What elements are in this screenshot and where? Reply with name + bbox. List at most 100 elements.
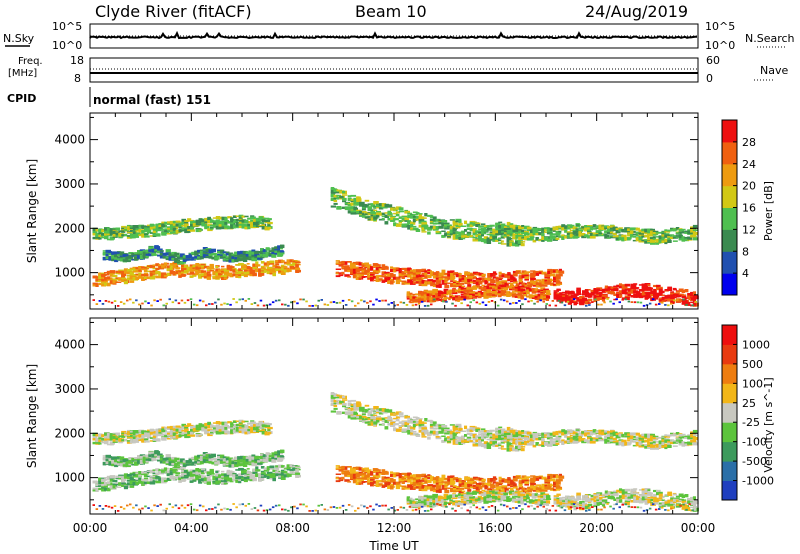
power-echo-cell (553, 279, 557, 283)
power-echo-cell (333, 194, 339, 198)
power-ground-cell (451, 302, 454, 305)
power-echo-cell (367, 272, 372, 275)
velocity-echo-cell (169, 431, 174, 436)
power-echo-cell (447, 282, 452, 284)
power-echo-cell (492, 276, 498, 279)
velocity-echo-cell (283, 467, 289, 470)
power-echo-cell (506, 234, 513, 236)
power-echo-cell (361, 265, 365, 268)
power-echo-cell (534, 295, 541, 298)
power-echo-cell (546, 238, 553, 242)
power-ground-cell (311, 305, 314, 307)
power-echo-cell (225, 258, 231, 261)
power-echo-cell (292, 266, 297, 270)
velocity-echo-cell (155, 480, 161, 484)
velocity-echo-cell (266, 471, 273, 475)
power-ground-cell (205, 304, 208, 307)
nsky-panel: N.Sky 10^5 10^0 10^5 10^0 N.Search (3, 20, 795, 52)
power-echo-cell (421, 268, 427, 272)
power-echo-cell (277, 250, 283, 253)
cpid-text: normal (fast) 151 (93, 93, 211, 107)
power-echo-cell (538, 282, 544, 285)
velocity-echo-cell (252, 468, 257, 473)
power-echo-cell (495, 228, 499, 231)
velocity-echo-cell (132, 439, 138, 442)
power-echo-cell (206, 273, 212, 277)
power-ground-cell (119, 301, 123, 303)
power-echo-cell (211, 248, 216, 252)
power-echo-cell (404, 281, 409, 284)
power-echo-cell (452, 295, 456, 298)
velocity-echo-cell (149, 481, 156, 485)
power-echo-cell (487, 283, 492, 286)
power-echo-cell (528, 288, 533, 291)
power-echo-cell (511, 291, 515, 293)
power-echo-cell (395, 211, 401, 214)
power-echo-cell (547, 268, 553, 272)
velocity-echo-cell (158, 434, 164, 436)
power-echo-cell (681, 295, 687, 298)
power-echo-cell (249, 270, 256, 274)
power-echo-cell (526, 296, 531, 298)
power-echo-cell (624, 288, 628, 291)
power-echo-cell (521, 272, 526, 275)
velocity-echo-cell (292, 471, 297, 475)
velocity-echo-cell (147, 434, 152, 439)
velocity-echo-cell (132, 440, 136, 444)
power-echo-cell (415, 216, 419, 219)
power-echo-cell (151, 249, 157, 254)
power-echo-cell (550, 269, 556, 273)
power-echo-cell (452, 227, 457, 232)
power-echo-cell (161, 275, 167, 279)
power-echo-cell (336, 194, 342, 197)
power-echo-cell (143, 269, 148, 273)
power-echo-cell (510, 278, 515, 282)
power-echo-cell (177, 256, 181, 259)
power-echo-cell (553, 295, 558, 298)
velocity-echo-cell (178, 426, 183, 429)
power-echo-cell (126, 235, 131, 237)
power-echo-cell (633, 287, 639, 290)
velocity-echo-cell (161, 469, 165, 473)
power-echo-cell (426, 298, 431, 301)
power-echo-cell (204, 226, 209, 229)
power-echo-cell (204, 217, 210, 222)
power-echo-cell (509, 230, 515, 233)
power-echo-cell (115, 281, 122, 283)
power-echo-cell (275, 269, 280, 272)
power-echo-cell (361, 262, 367, 265)
velocity-echo-cell (212, 481, 218, 483)
power-echo-cell (616, 295, 621, 298)
power-echo-cell (393, 223, 399, 227)
power-echo-cell (135, 273, 141, 276)
power-echo-cell (201, 222, 206, 225)
power-echo-cell (255, 261, 259, 265)
velocity-echo-cell (172, 429, 178, 432)
power-echo-cell (280, 244, 285, 248)
power-echo-cell (95, 283, 99, 287)
power-echo-cell (195, 271, 199, 276)
power-ground-cell (603, 301, 606, 304)
power-echo-cell (155, 233, 161, 237)
power-echo-cell (515, 242, 519, 245)
power-echo-cell (441, 276, 447, 278)
power-echo-cell (432, 220, 436, 223)
power-ground-cell (639, 301, 643, 304)
power-echo-cell (225, 251, 230, 254)
power-echo-cell (283, 261, 287, 264)
power-ground-cell (329, 301, 333, 304)
power-echo-cell (503, 287, 509, 291)
power-echo-cell (415, 275, 421, 278)
power-echo-cell (266, 263, 270, 266)
power-echo-cell (438, 221, 444, 225)
power-echo-cell (541, 238, 545, 242)
power-echo-cell (194, 255, 198, 259)
power-echo-cell (534, 290, 540, 293)
power-echo-cell (535, 227, 540, 232)
power-echo-cell (407, 220, 411, 222)
power-echo-cell (375, 278, 380, 282)
power-echo-cell (395, 223, 401, 226)
power-echo-cell (261, 219, 266, 223)
power-echo-cell (592, 224, 597, 228)
